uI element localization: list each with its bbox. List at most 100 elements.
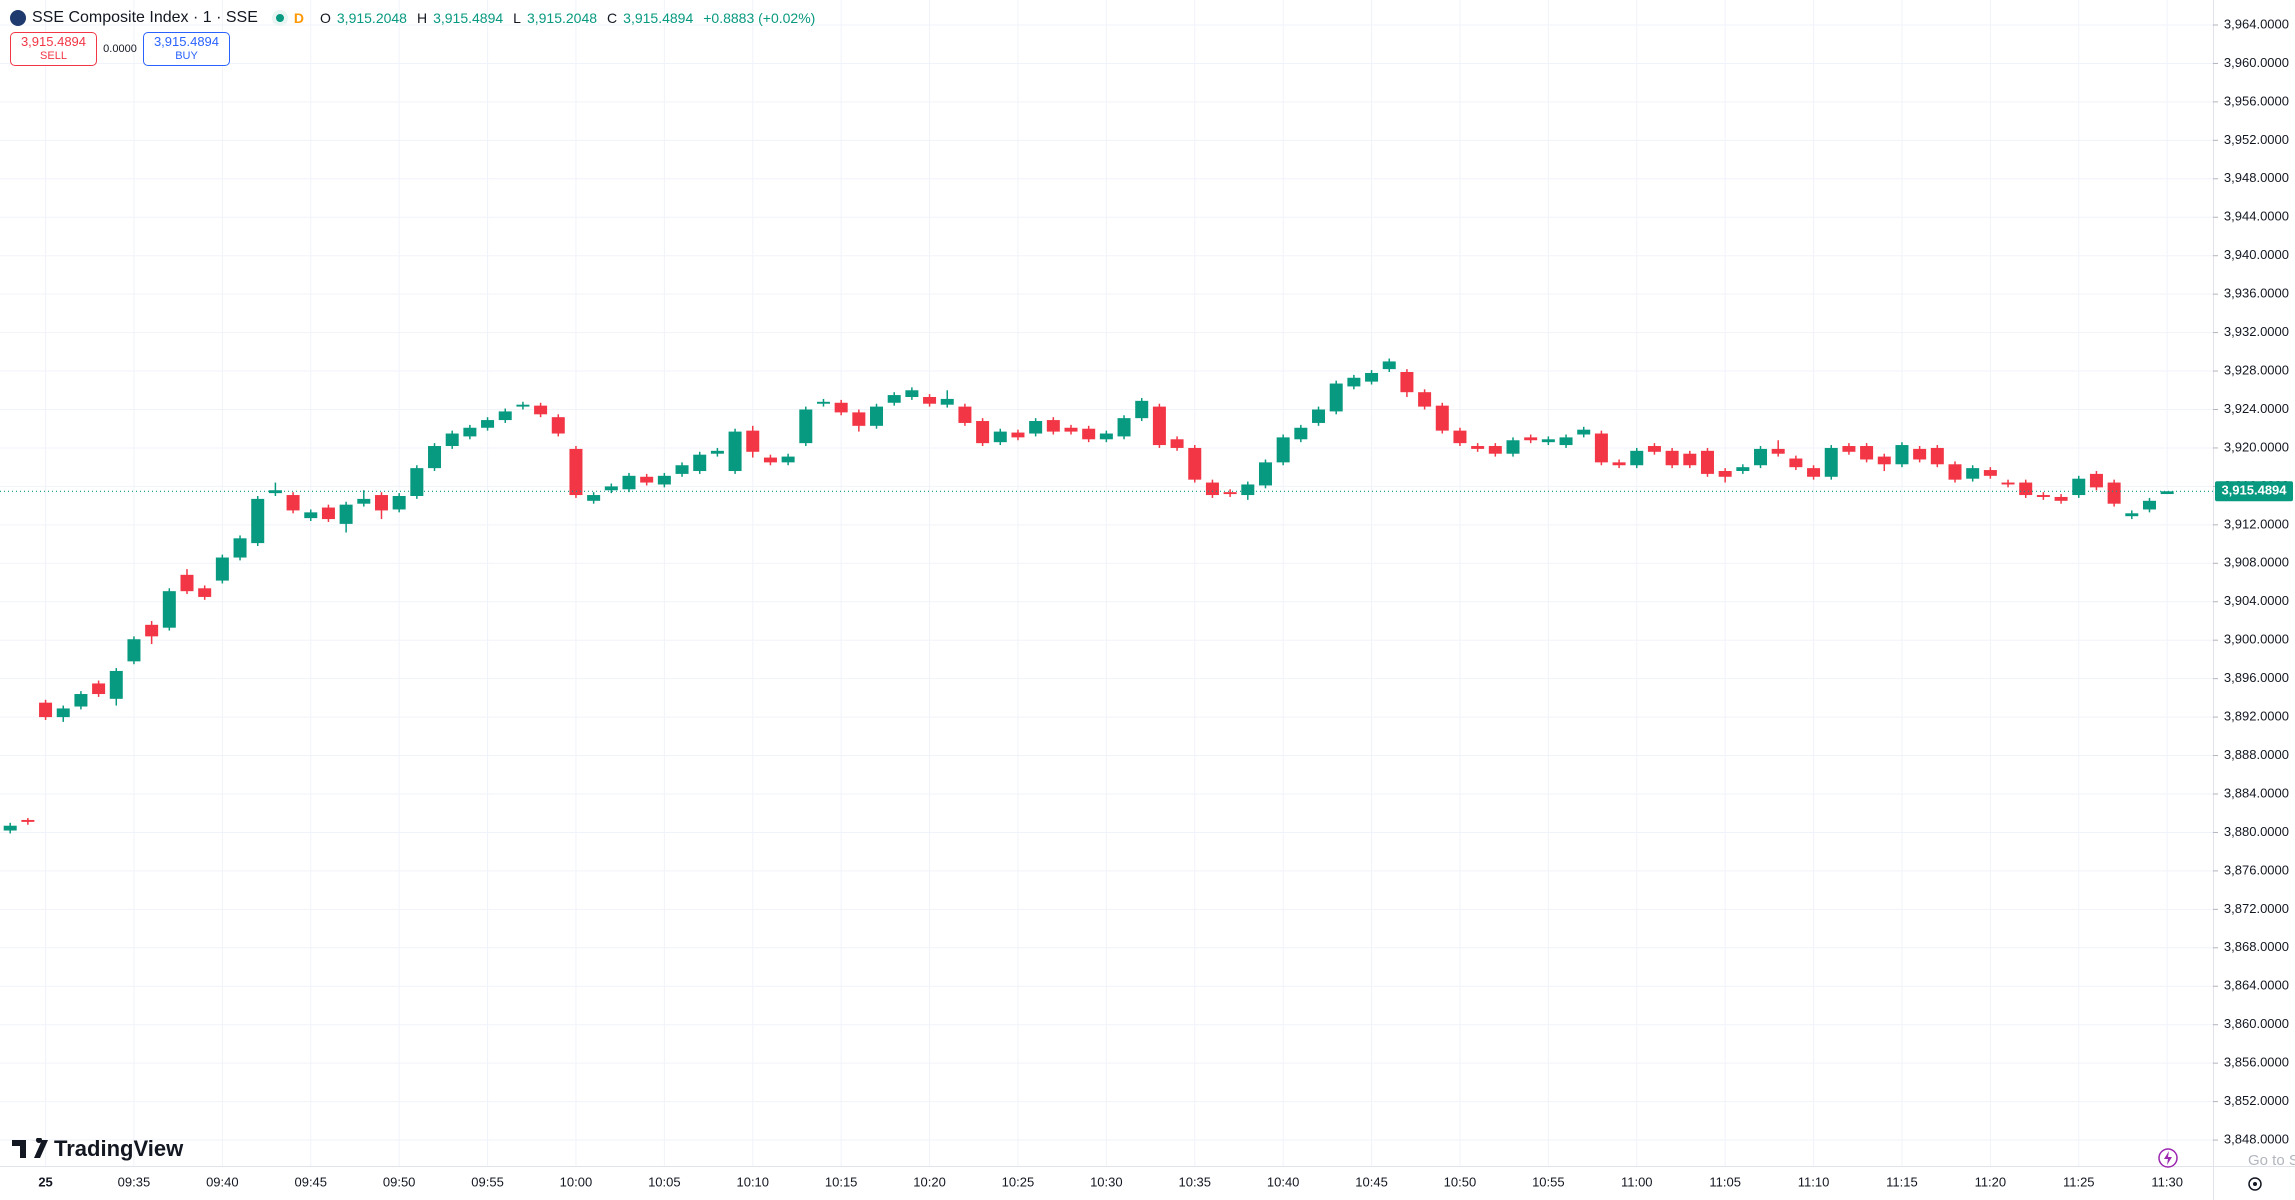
candle-body xyxy=(1506,440,1520,454)
ohlc-key: C xyxy=(607,10,618,26)
candle-body xyxy=(145,624,159,637)
candle-body xyxy=(958,406,972,423)
x-tick-label: 11:30 xyxy=(2151,1174,2183,1189)
market-dot xyxy=(271,10,288,26)
candle-body xyxy=(1453,430,1467,444)
y-tick-label: 3,940.0000 xyxy=(2224,247,2289,262)
last-price-label: 3,915.4894 xyxy=(2221,483,2287,498)
y-tick-label: 3,876.0000 xyxy=(2224,862,2289,877)
candle-body xyxy=(2001,482,2015,485)
candle-body xyxy=(1966,468,1980,479)
y-tick-label: 3,896.0000 xyxy=(2224,670,2289,685)
candle-body xyxy=(233,538,247,558)
candle-body xyxy=(3,825,17,831)
x-tick-label: 25 xyxy=(38,1174,52,1189)
candle-body xyxy=(2160,491,2174,495)
y-tick-label: 3,904.0000 xyxy=(2224,593,2289,608)
candle-body xyxy=(1382,361,1396,370)
candle-body xyxy=(180,574,194,592)
branding[interactable]: TradingView xyxy=(12,1136,183,1162)
y-tick-label: 3,964.0000 xyxy=(2224,16,2289,31)
candle-body xyxy=(1877,456,1891,465)
trade-panel: 3,915.4894 SELL 0.0000 3,915.4894 BUY xyxy=(10,32,230,66)
candle-body xyxy=(976,421,990,444)
candle-body xyxy=(1188,447,1202,480)
x-tick-label: 10:05 xyxy=(648,1174,681,1189)
candle-body xyxy=(1683,453,1697,466)
candle-body xyxy=(1312,409,1326,423)
candle-body xyxy=(498,411,512,421)
candle-body xyxy=(1082,428,1096,440)
candle-body xyxy=(374,495,388,511)
candle-body xyxy=(1064,427,1078,432)
candle-body xyxy=(2072,478,2086,496)
y-tick-label: 3,948.0000 xyxy=(2224,170,2289,185)
y-tick-label: 3,924.0000 xyxy=(2224,401,2289,416)
candle-body xyxy=(657,475,671,485)
x-tick-label: 10:30 xyxy=(1090,1174,1123,1189)
y-tick-label: 3,888.0000 xyxy=(2224,747,2289,762)
candle-body xyxy=(993,431,1007,443)
candle-body xyxy=(870,406,884,426)
y-tick-label: 3,852.0000 xyxy=(2224,1093,2289,1108)
candle-body xyxy=(816,401,830,404)
ohlc-value: 3,915.4894 xyxy=(623,10,694,26)
candle-body xyxy=(1630,450,1644,466)
candle-body xyxy=(1577,429,1591,435)
go-to-button[interactable]: Go to S xyxy=(2248,1152,2295,1169)
x-tick-label: 10:15 xyxy=(825,1174,858,1189)
x-tick-label: 10:50 xyxy=(1444,1174,1477,1189)
candle-body xyxy=(1665,450,1679,466)
candle-body xyxy=(445,433,459,447)
candle-body xyxy=(2089,473,2103,488)
y-tick-label: 3,932.0000 xyxy=(2224,324,2289,339)
brand-logo xyxy=(12,1138,48,1158)
candle-body xyxy=(1983,470,1997,476)
candle-body xyxy=(2142,500,2156,510)
sell-button[interactable]: 3,915.4894 SELL xyxy=(10,32,97,66)
last-price-box xyxy=(2215,481,2293,502)
y-tick-label: 3,872.0000 xyxy=(2224,901,2289,916)
y-tick-label: 3,960.0000 xyxy=(2224,55,2289,70)
candle-body xyxy=(587,495,601,501)
symbol-title[interactable]: SSE Composite Index · 1 · SSE xyxy=(32,9,258,26)
candle-body xyxy=(1930,447,1944,465)
candle-body xyxy=(1046,420,1060,432)
x-tick-label: 10:35 xyxy=(1178,1174,1211,1189)
candle-body xyxy=(1435,405,1449,431)
candle-body xyxy=(1205,482,1219,496)
candle-body xyxy=(1418,392,1432,407)
candle-body xyxy=(1524,437,1538,441)
y-tick-label: 3,900.0000 xyxy=(2224,632,2289,647)
candle-body xyxy=(215,557,229,581)
candle-body xyxy=(675,465,689,474)
candle-body xyxy=(92,683,106,695)
ohlc-key: O xyxy=(320,10,331,26)
realtime-icon xyxy=(2158,1148,2178,1168)
buy-price: 3,915.4894 xyxy=(153,34,220,49)
candle-body xyxy=(2125,513,2139,517)
buy-button[interactable]: 3,915.4894 BUY xyxy=(143,32,230,66)
y-tick-label: 3,860.0000 xyxy=(2224,1016,2289,1031)
candle-body xyxy=(1559,437,1573,446)
candle-body xyxy=(1488,446,1502,454)
y-tick-label: 3,912.0000 xyxy=(2224,516,2289,531)
y-tick-label: 3,892.0000 xyxy=(2224,709,2289,724)
sell-price: 3,915.4894 xyxy=(20,34,87,49)
x-tick-label: 11:25 xyxy=(2063,1174,2095,1189)
candle-body xyxy=(1807,468,1821,477)
candle-body xyxy=(1400,372,1414,393)
candle-body xyxy=(640,476,654,483)
x-tick-label: 09:55 xyxy=(471,1174,504,1189)
candle-body xyxy=(728,431,742,472)
candle-body xyxy=(39,702,53,718)
candle-body xyxy=(410,468,424,497)
candle-body xyxy=(198,588,212,597)
candle-body xyxy=(1594,433,1608,463)
candle-body xyxy=(1754,448,1768,466)
candle-body xyxy=(1365,372,1379,382)
candle-body xyxy=(1170,439,1184,448)
candle-body xyxy=(693,454,707,472)
candle-body xyxy=(551,417,565,434)
